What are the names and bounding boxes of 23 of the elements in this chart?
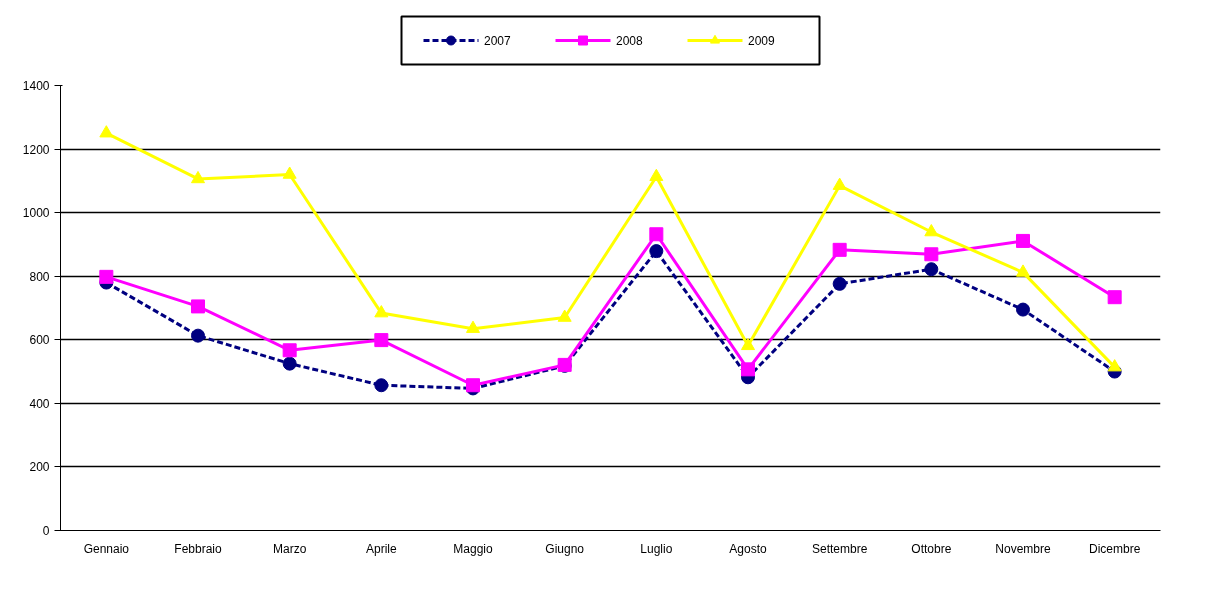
y-tick-label: 200	[29, 460, 50, 475]
x-tick-label: Dicembre	[1088, 541, 1141, 556]
x-tick-label: Gennaio	[83, 541, 130, 556]
y-tick-label: 1200	[22, 142, 50, 157]
x-tick-label: Ottobre	[911, 541, 952, 556]
legend-label: 2008	[616, 34, 644, 48]
legend-label: 2009	[748, 34, 776, 48]
y-tick-label: 1400	[22, 79, 50, 93]
y-tick-label: 1000	[22, 206, 50, 221]
y-tick-label: 400	[29, 396, 50, 411]
y-tick-label: 0	[42, 524, 50, 538]
x-tick-label: Giugno	[545, 541, 585, 556]
x-tick-label: Maggio	[453, 541, 493, 556]
x-tick-label: Settembre	[811, 541, 868, 556]
y-tick-label: 600	[29, 333, 50, 348]
x-tick-label: Marzo	[273, 541, 307, 556]
x-tick-label: Aprile	[365, 541, 397, 556]
x-tick-label: Novembre	[995, 541, 1051, 556]
legend-label: 2007	[484, 34, 512, 48]
x-tick-label: Luglio	[640, 541, 673, 556]
x-tick-label: Agosto	[729, 541, 768, 556]
x-tick-label: Febbraio	[174, 541, 223, 556]
y-tick-label: 800	[29, 269, 50, 284]
